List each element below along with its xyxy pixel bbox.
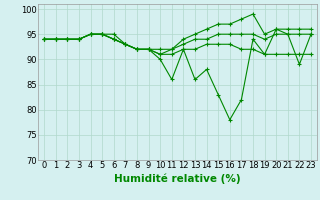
X-axis label: Humidité relative (%): Humidité relative (%) [114,173,241,184]
